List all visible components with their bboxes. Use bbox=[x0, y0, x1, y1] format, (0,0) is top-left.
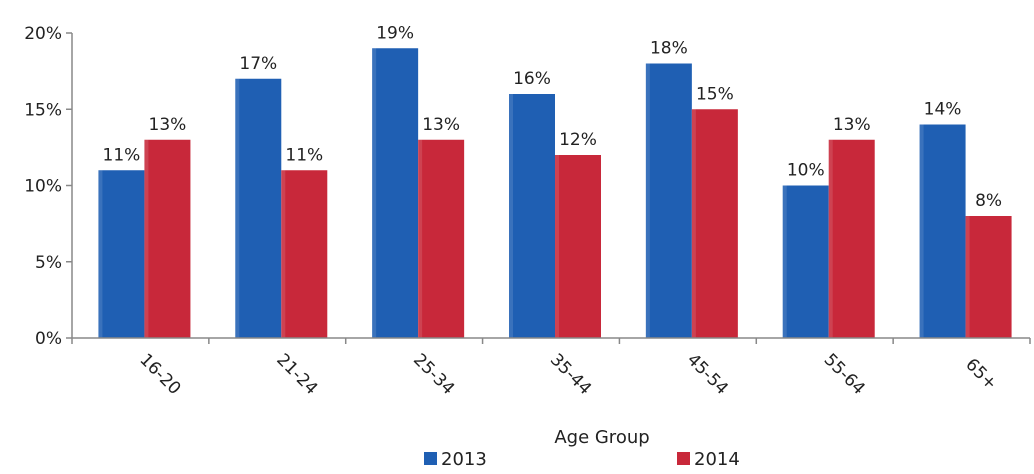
bar-2013-55-64 bbox=[782, 185, 829, 338]
bar-2013-21-24 bbox=[235, 78, 282, 338]
bar-2014-25-34 bbox=[418, 139, 465, 338]
data-label-2014-55-64: 13% bbox=[833, 115, 871, 135]
y-tick-label: 5% bbox=[35, 253, 62, 273]
data-label-2013-65+: 14% bbox=[924, 100, 962, 120]
bar-2014-65+ bbox=[965, 216, 1012, 338]
bar-highlight bbox=[555, 155, 559, 338]
bar-2013-25-34 bbox=[372, 48, 419, 338]
x-tick-label: 16-20 bbox=[135, 350, 184, 399]
legend-label-2014: 2014 bbox=[694, 449, 740, 470]
data-label-2014-65+: 8% bbox=[975, 191, 1002, 211]
y-tick-label: 15% bbox=[24, 100, 62, 120]
data-label-2014-25-34: 13% bbox=[422, 115, 460, 135]
bar-2014-55-64 bbox=[828, 139, 875, 338]
bar-2013-65+ bbox=[919, 124, 966, 338]
data-label-2014-21-24: 11% bbox=[285, 145, 323, 165]
bar-2014-45-54 bbox=[691, 109, 738, 338]
bar-highlight bbox=[691, 109, 696, 338]
data-label-2013-25-34: 19% bbox=[376, 23, 414, 43]
data-label-2013-45-54: 18% bbox=[650, 39, 688, 59]
y-tick-label: 0% bbox=[35, 329, 62, 349]
bar-highlight bbox=[645, 63, 650, 338]
x-tick-label: 35-44 bbox=[546, 350, 595, 399]
bar-2013-45-54 bbox=[645, 63, 692, 338]
x-tick-label: 45-54 bbox=[683, 350, 732, 399]
bar-highlight bbox=[98, 170, 103, 338]
x-tick-label: 55-64 bbox=[820, 350, 869, 399]
x-tick-label: 65+ bbox=[961, 355, 1001, 395]
y-tick-label: 10% bbox=[24, 177, 62, 197]
bar-highlight bbox=[418, 139, 423, 338]
data-label-2013-21-24: 17% bbox=[239, 54, 277, 74]
bar-highlight bbox=[782, 185, 787, 338]
bar-highlight bbox=[828, 139, 833, 338]
bar-2013-16-20 bbox=[98, 170, 145, 338]
legend-label-2013: 2013 bbox=[441, 449, 487, 470]
data-label-2014-45-54: 15% bbox=[696, 84, 734, 104]
x-tick-label: 21-24 bbox=[272, 350, 321, 399]
bar-2014-21-24 bbox=[281, 170, 328, 338]
y-axis-ticks: 0% 5% 10% 15% 20% bbox=[24, 24, 72, 349]
data-labels: 11% 13% 17% 11% 19% 13% 16% 12% 18% 15% 10% 13% 14% 8… bbox=[103, 23, 1003, 211]
bars bbox=[98, 48, 1012, 338]
data-label-2014-16-20: 13% bbox=[149, 115, 187, 135]
data-label-2014-35-44: 12% bbox=[559, 130, 597, 150]
bar-2014-35-44 bbox=[555, 155, 601, 338]
bar-highlight bbox=[281, 170, 286, 338]
legend: 2013 2014 bbox=[424, 449, 740, 470]
bar-highlight bbox=[372, 48, 377, 338]
x-axis-title: Age Group bbox=[554, 427, 649, 448]
bar-highlight bbox=[144, 139, 149, 338]
bar-highlight bbox=[965, 216, 970, 338]
legend-swatch-2013 bbox=[424, 452, 437, 465]
y-tick-label: 20% bbox=[24, 24, 62, 44]
bar-highlight bbox=[509, 94, 513, 338]
data-label-2013-55-64: 10% bbox=[787, 161, 825, 181]
data-label-2013-16-20: 11% bbox=[103, 145, 141, 165]
bar-highlight bbox=[919, 124, 924, 338]
bar-2014-16-20 bbox=[144, 139, 191, 338]
bar-highlight bbox=[235, 78, 240, 338]
x-tick-label: 25-34 bbox=[409, 350, 458, 399]
x-axis-ticks: 16-20 21-24 25-34 35-44 45-54 55-64 65+ bbox=[71, 338, 1031, 399]
legend-swatch-2014 bbox=[677, 452, 690, 465]
data-label-2013-35-44: 16% bbox=[513, 69, 551, 89]
bar-2013-35-44 bbox=[509, 94, 555, 338]
